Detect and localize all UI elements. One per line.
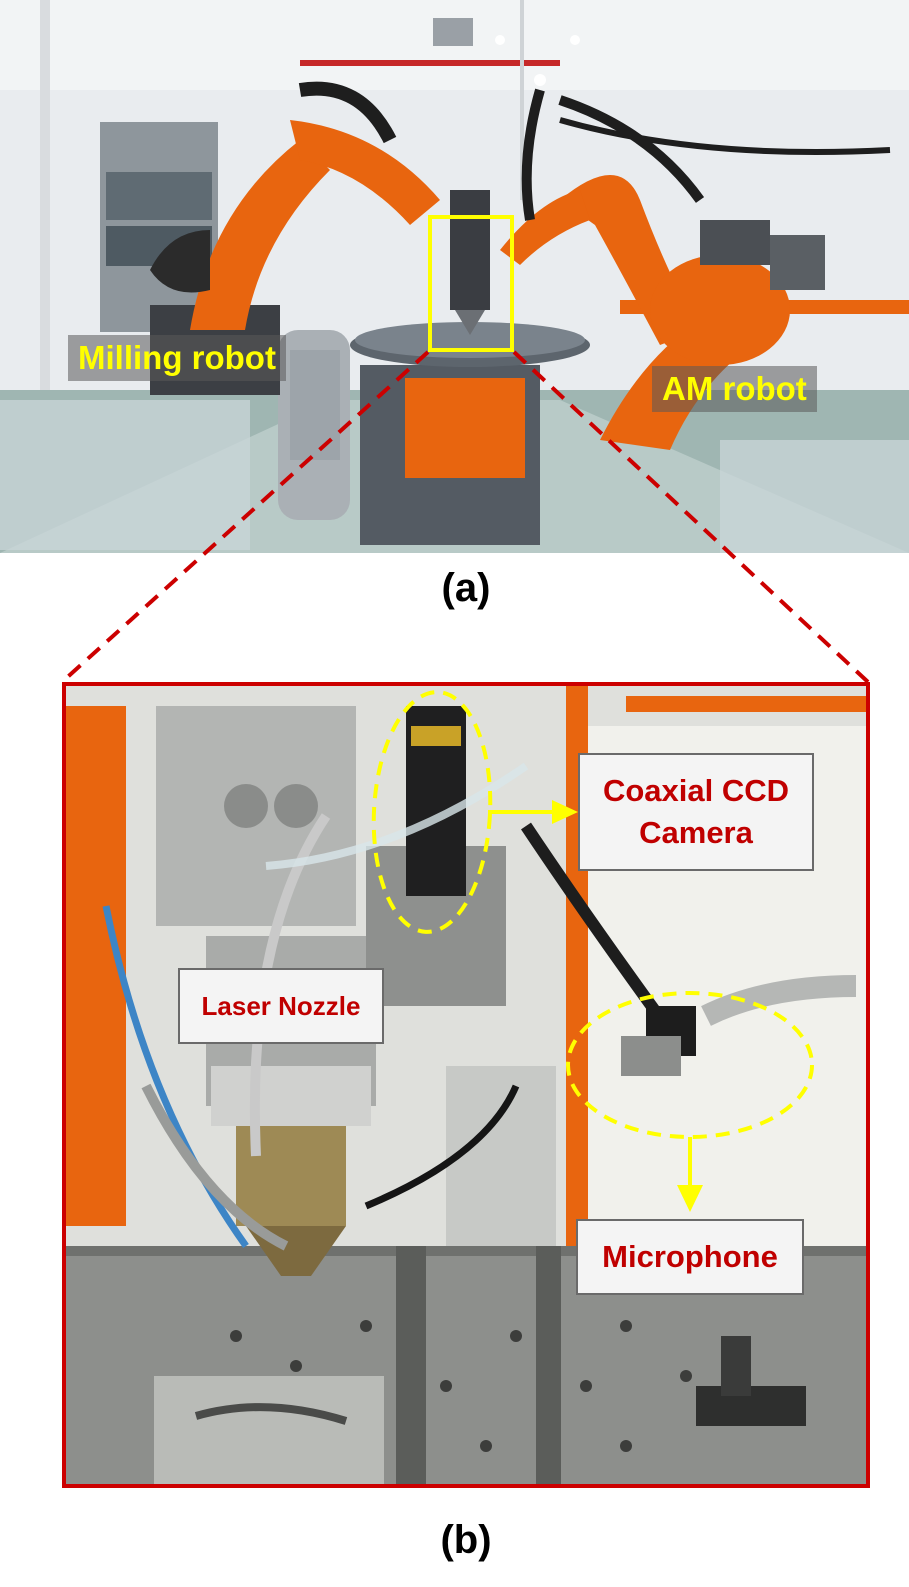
label-am-robot: AM robot <box>652 366 817 412</box>
label-coaxial-ccd-line2: Camera <box>639 815 753 850</box>
panel-a-photo <box>0 0 909 553</box>
highlight-box <box>428 215 514 352</box>
label-coaxial-ccd-camera: Coaxial CCD Camera <box>578 753 814 871</box>
robot-cell-illustration <box>0 0 909 553</box>
caption-a: (a) <box>441 566 491 610</box>
label-milling-robot: Milling robot <box>68 335 286 381</box>
microphone-highlight-ellipse <box>566 991 814 1139</box>
arrow-right-icon <box>552 800 578 824</box>
zoom-connector-lines <box>60 350 870 684</box>
label-coaxial-ccd-line1: Coaxial CCD <box>602 773 790 808</box>
label-microphone: Microphone <box>576 1219 804 1295</box>
arrow-down-icon <box>677 1185 703 1212</box>
camera-highlight-ellipse <box>371 690 493 934</box>
label-laser-nozzle: Laser Nozzle <box>178 968 384 1044</box>
caption-b: (b) <box>440 1518 492 1562</box>
